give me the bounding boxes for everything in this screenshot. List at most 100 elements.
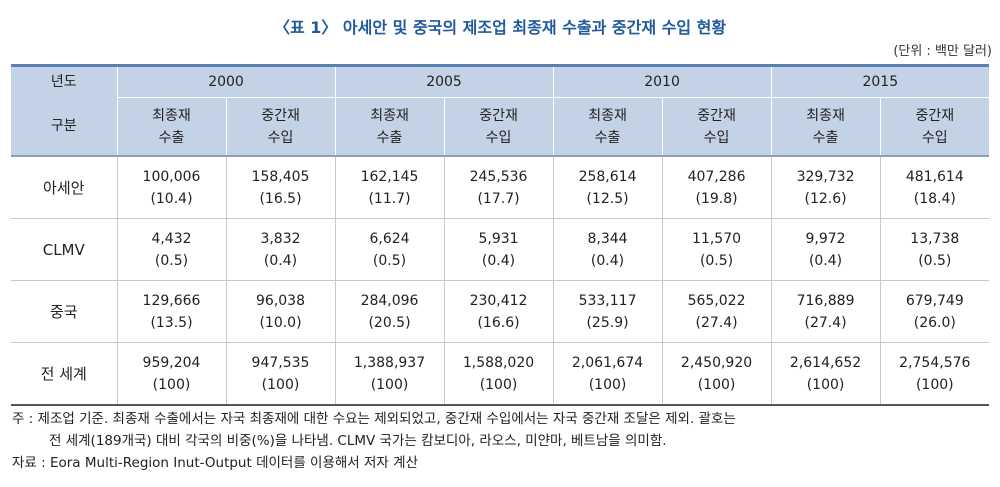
cell-share: (0.5) xyxy=(699,252,734,269)
subheader-line: 수출 xyxy=(594,129,621,146)
subheader-line: 수입 xyxy=(921,129,948,146)
data-cell: 96,038 (10.0) xyxy=(225,280,336,343)
data-cell: 4,432 (0.5) xyxy=(116,218,226,281)
cell-share: (0.5) xyxy=(372,252,407,269)
header-row-subcolumns: 구분 최종재 수출 중간재 수입 최종재 수출 중간재 수입 최종재 수출 중간재 수입 최종재 수출 중간… xyxy=(11,97,990,156)
data-cell: 1,588,020 (100) xyxy=(443,342,554,406)
year-header: 2010 xyxy=(552,64,772,98)
cell-value: 1,388,937 xyxy=(353,354,426,371)
cell-share: (100) xyxy=(806,376,845,393)
row-label: 전 세계 xyxy=(11,342,117,406)
cell-value: 258,614 xyxy=(578,168,637,185)
cell-value: 3,832 xyxy=(260,230,301,247)
cell-value: 407,286 xyxy=(687,168,746,185)
subheader-intermediate-import: 중간재 수입 xyxy=(225,97,336,156)
data-cell: 230,412 (16.6) xyxy=(443,280,554,343)
data-cell: 13,738 (0.5) xyxy=(879,218,990,281)
cell-value: 6,624 xyxy=(369,230,410,247)
table-row: CLMV 4,432 (0.5) 3,832 (0.4) 6,624 (0.5) 5,931 (… xyxy=(11,218,990,281)
cell-value: 4,432 xyxy=(151,230,192,247)
table-row: 중국 129,666 (13.5) 96,038 (10.0) 284,096 (20.5)… xyxy=(11,280,990,343)
year-header-label: 년도 xyxy=(11,64,117,98)
cell-share: (0.5) xyxy=(918,252,952,269)
cell-value: 947,535 xyxy=(251,354,310,371)
cell-share: (100) xyxy=(697,376,736,393)
cell-share: (16.6) xyxy=(477,314,520,331)
cell-share: (26.0) xyxy=(913,314,956,331)
data-cell: 565,022 (27.4) xyxy=(661,280,772,343)
cell-value: 329,732 xyxy=(796,168,855,185)
table-body: 아세안 100,006 (10.4) 158,405 (16.5) 162,145 (11.… xyxy=(11,155,990,406)
cell-share: (100) xyxy=(152,376,191,393)
cell-share: (17.7) xyxy=(477,190,520,207)
subheader-line: 수입 xyxy=(703,129,730,146)
cell-value: 679,749 xyxy=(905,292,964,309)
data-cell: 2,450,920 (100) xyxy=(661,342,772,406)
data-cell: 329,732 (12.6) xyxy=(770,155,881,219)
cell-share: (13.5) xyxy=(150,314,193,331)
cell-share: (100) xyxy=(479,376,518,393)
data-table: 년도 2000 2005 2010 2015 구분 최종재 수출 중간재 수입 최종재 수… xyxy=(11,64,990,406)
cell-value: 2,061,674 xyxy=(571,354,644,371)
cell-value: 481,614 xyxy=(905,168,964,185)
data-cell: 11,570 (0.5) xyxy=(661,218,772,281)
subheader-line: 중간재 xyxy=(261,107,300,124)
cell-value: 13,738 xyxy=(910,230,960,247)
cell-value: 959,204 xyxy=(142,354,201,371)
cell-share: (10.4) xyxy=(150,190,193,207)
subheader-line: 최종재 xyxy=(152,107,191,124)
cell-value: 158,405 xyxy=(251,168,310,185)
data-cell: 158,405 (16.5) xyxy=(225,155,336,219)
data-cell: 100,006 (10.4) xyxy=(116,155,226,219)
data-cell: 9,972 (0.4) xyxy=(770,218,881,281)
table-row: 아세안 100,006 (10.4) 158,405 (16.5) 162,145 (11.… xyxy=(11,155,990,219)
year-header: 2015 xyxy=(770,64,990,98)
cell-share: (100) xyxy=(915,376,954,393)
cell-value: 245,536 xyxy=(469,168,528,185)
data-cell: 3,832 (0.4) xyxy=(225,218,336,281)
cell-share: (18.4) xyxy=(913,190,956,207)
row-label: CLMV xyxy=(11,218,117,281)
cell-share: (12.6) xyxy=(804,190,847,207)
data-cell: 716,889 (27.4) xyxy=(770,280,881,343)
subheader-line: 중간재 xyxy=(479,107,518,124)
cell-value: 8,344 xyxy=(587,230,628,247)
subheader-line: 최종재 xyxy=(370,107,409,124)
cell-share: (16.5) xyxy=(259,190,302,207)
subheader-final-goods-export: 최종재 수출 xyxy=(770,97,881,156)
subheader-line: 수출 xyxy=(376,129,403,146)
subheader-line: 수출 xyxy=(158,129,185,146)
data-cell: 2,614,652 (100) xyxy=(770,342,881,406)
data-cell: 679,749 (26.0) xyxy=(879,280,990,343)
cell-value: 533,117 xyxy=(578,292,637,309)
data-cell: 284,096 (20.5) xyxy=(334,280,445,343)
subheader-line: 수입 xyxy=(485,129,512,146)
data-cell: 258,614 (12.5) xyxy=(552,155,663,219)
cell-share: (0.5) xyxy=(154,252,189,269)
cell-share: (100) xyxy=(588,376,627,393)
data-cell: 162,145 (11.7) xyxy=(334,155,445,219)
subheader-line: 수출 xyxy=(812,129,839,146)
subheader-intermediate-import: 중간재 수입 xyxy=(661,97,772,156)
notes-block: 주 : 제조업 기준. 최종재 수출에서는 자국 최종재에 대한 수요는 제외되… xyxy=(12,408,988,474)
subheader-line: 최종재 xyxy=(588,107,627,124)
cell-value: 100,006 xyxy=(142,168,201,185)
data-cell: 533,117 (25.9) xyxy=(552,280,663,343)
cell-value: 11,570 xyxy=(692,230,742,247)
cell-share: (100) xyxy=(261,376,300,393)
subheader-line: 중간재 xyxy=(915,107,955,124)
cell-value: 716,889 xyxy=(796,292,855,309)
cell-value: 284,096 xyxy=(360,292,419,309)
unit-label: (단위 : 백만 달러) xyxy=(893,44,992,59)
year-header: 2000 xyxy=(116,64,336,98)
cell-share: (27.4) xyxy=(695,314,738,331)
table-title: 〈표 1〉 아세안 및 중국의 제조업 최종재 수출과 중간재 수입 현황 xyxy=(273,18,727,37)
cell-value: 2,450,920 xyxy=(680,354,753,371)
cell-value: 129,666 xyxy=(142,292,201,309)
row-label: 중국 xyxy=(11,280,117,343)
cell-value: 2,614,652 xyxy=(789,354,862,371)
data-cell: 129,666 (13.5) xyxy=(116,280,226,343)
